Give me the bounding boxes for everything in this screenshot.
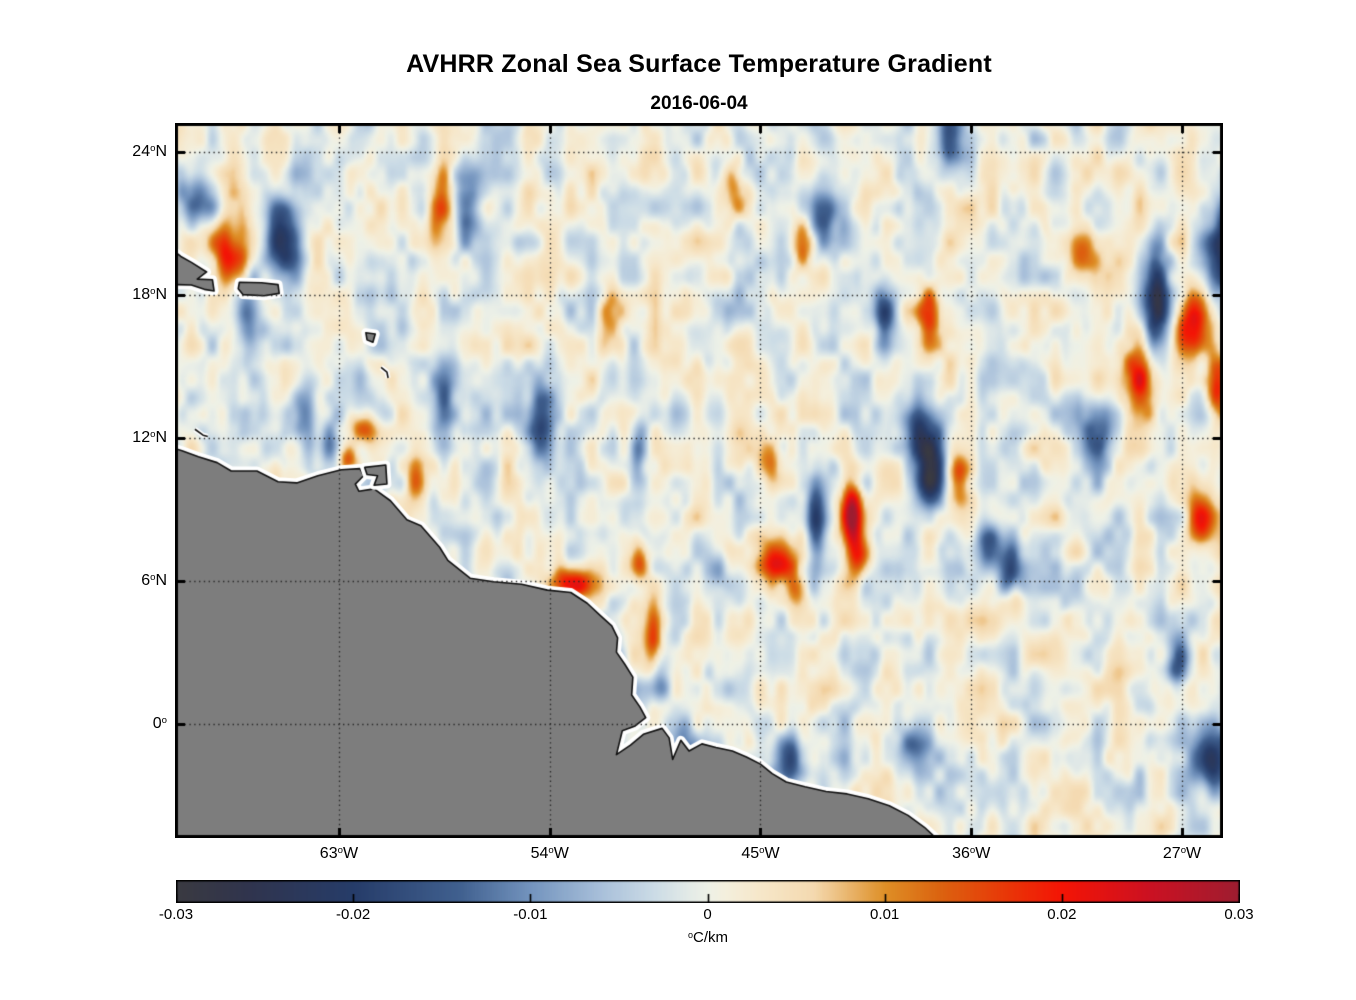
y-axis-tick-label: 18oN [132, 285, 167, 303]
y-axis-tick-label: 6oN [141, 571, 167, 589]
colorbar [176, 880, 1240, 903]
chart-subtitle: 2016-06-04 [650, 93, 748, 114]
y-axis-tick-label: 12oN [132, 428, 167, 446]
unit-text: C/km [693, 929, 728, 946]
colorbar-tick-label: -0.02 [336, 906, 371, 923]
x-axis-tick-label: 54oW [530, 845, 569, 862]
map-plot-area [175, 123, 1223, 838]
colorbar-tick-label: 0.01 [870, 906, 900, 923]
colorbar-unit-label: oC/km [176, 929, 1240, 946]
colorbar-tick-label: -0.03 [158, 906, 194, 923]
y-axis-tick-label: 24oN [132, 142, 167, 160]
x-axis-tick-label: 36oW [952, 845, 991, 862]
colorbar-tick-label: 0 [703, 906, 712, 923]
colorbar-tick-label: 0.02 [1047, 906, 1077, 923]
x-axis-tick-label: 27oW [1162, 845, 1202, 862]
x-axis-tick-label: 63oW [319, 845, 359, 862]
colorbar-tick-label: -0.01 [513, 906, 548, 923]
y-axis-tick-label: 0o [152, 714, 167, 732]
degree-symbol: o [687, 929, 693, 940]
x-axis-tick-label: 45oW [741, 845, 780, 862]
chart-title: AVHRR Zonal Sea Surface Temperature Grad… [406, 50, 992, 78]
colorbar-tick-label: 0.03 [1224, 906, 1254, 923]
